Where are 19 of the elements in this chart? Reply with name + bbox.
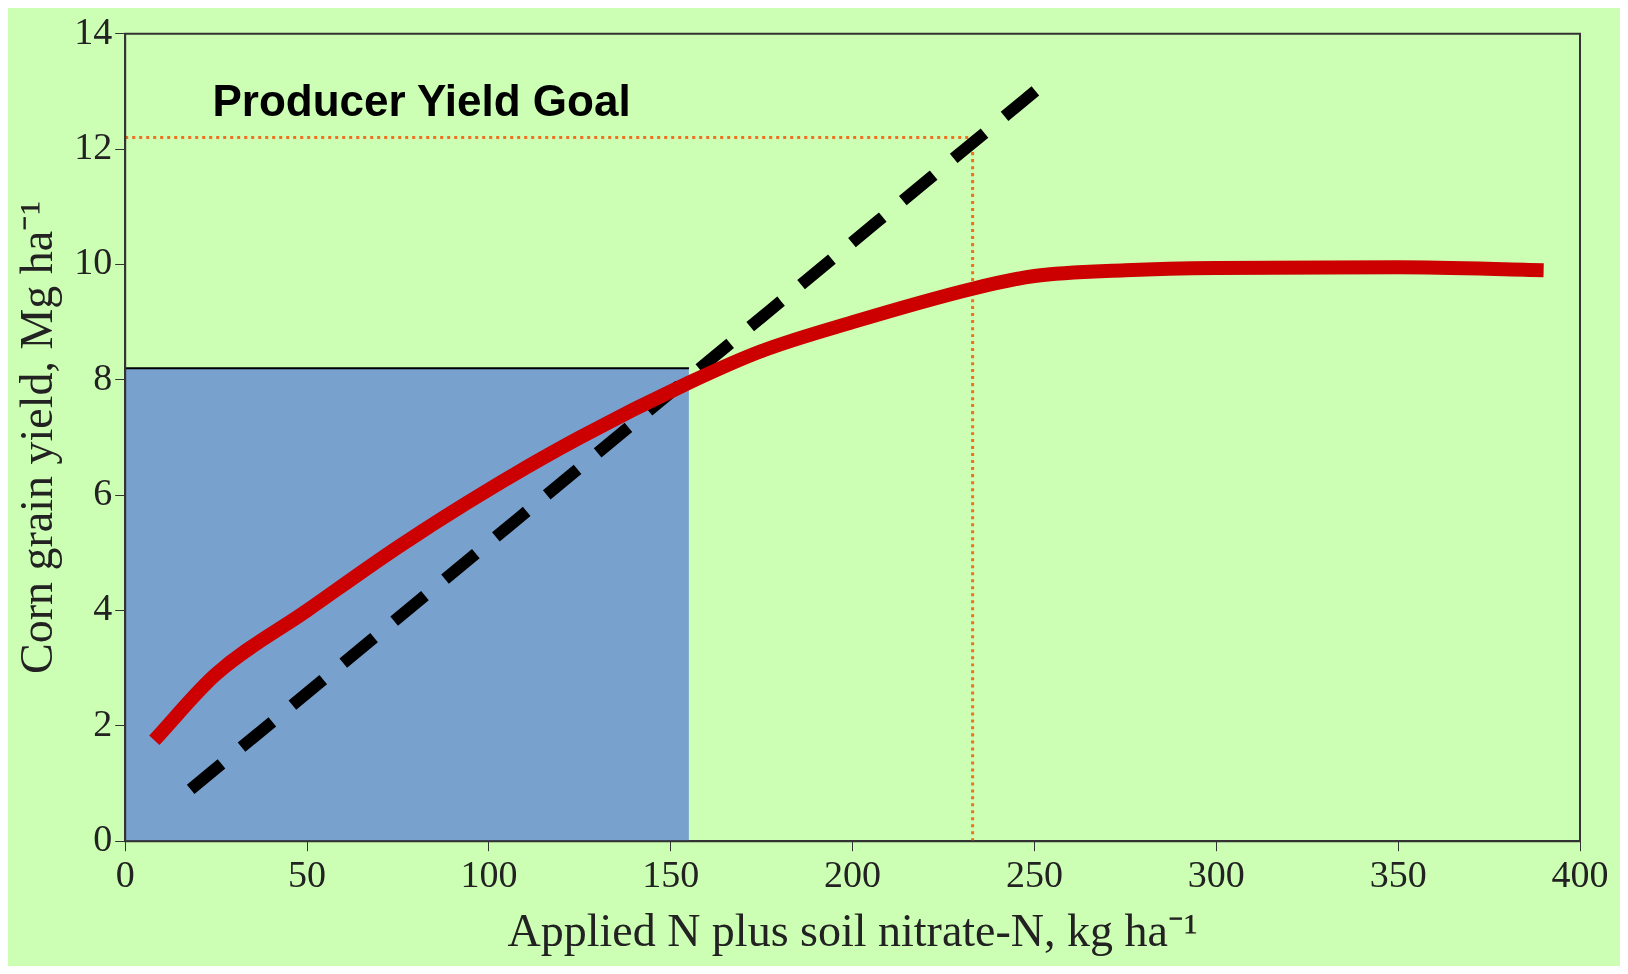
y-tick-label: 8 (93, 355, 113, 398)
y-tick-label: 14 (74, 9, 113, 52)
x-tick-label: 400 (1551, 852, 1609, 895)
y-tick-label: 12 (74, 125, 113, 168)
x-tick-label: 100 (460, 852, 518, 895)
x-tick-label: 150 (642, 852, 700, 895)
x-tick-label: 50 (288, 852, 327, 895)
y-tick-label: 0 (93, 817, 113, 860)
y-tick-label: 6 (93, 471, 113, 514)
annotation: Producer Yield Goal (212, 75, 631, 125)
x-tick-label: 300 (1187, 852, 1245, 895)
y-tick-label: 4 (93, 586, 113, 629)
x-axis-title: Applied N plus soil nitrate-N, kg ha⁻¹ (507, 905, 1198, 957)
x-tick-label: 350 (1369, 852, 1427, 895)
y-tick-label: 10 (74, 240, 113, 283)
x-tick-label: 200 (824, 852, 882, 895)
y-axis-title: Corn grain yield, Mg ha⁻¹ (10, 200, 62, 675)
y-tick-label: 2 (93, 701, 113, 744)
x-tick-label: 250 (1005, 852, 1063, 895)
